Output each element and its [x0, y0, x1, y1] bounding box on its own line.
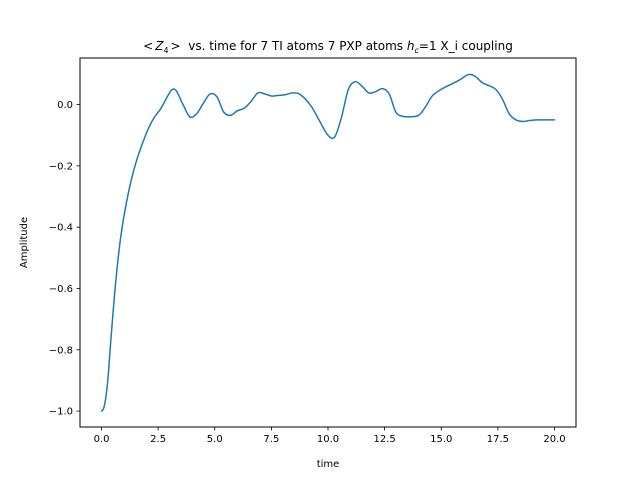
x-tick-label: 0.0	[94, 434, 110, 445]
plot-frame	[79, 57, 577, 428]
title-h-subscript: c	[414, 46, 419, 55]
y-tick-label: −0.4	[49, 223, 73, 234]
y-axis-ticks: −1.0 −0.8 −0.6 −0.4 −0.2 0.0	[49, 100, 80, 418]
x-tick-label: 12.5	[373, 434, 395, 445]
y-tick-label: −0.8	[49, 345, 73, 356]
series-line-0	[100, 73, 556, 412]
x-axis-ticks: 0.0 2.5 5.0 7.5 10.0 12.5 15.0 17.5 20.0	[94, 427, 566, 445]
title-open-bracket: <	[143, 39, 153, 53]
title-end-text: =1 X_i coupling	[419, 39, 513, 53]
y-axis-label: Amplitude	[19, 217, 30, 268]
title-z-subscript: 4	[163, 46, 168, 55]
x-axis-label: time	[317, 459, 340, 470]
x-tick-label: 5.0	[207, 434, 223, 445]
y-tick-label: −0.2	[49, 161, 73, 172]
title-h-symbol: h	[407, 39, 415, 53]
y-tick-label: −0.6	[49, 284, 73, 295]
title-z-symbol: Z	[154, 39, 164, 53]
x-tick-label: 2.5	[150, 434, 166, 445]
title-middle-text: vs. time for 7 TI atoms 7 PXP atoms	[181, 39, 407, 53]
y-tick-label: 0.0	[57, 100, 73, 111]
x-tick-label: 20.0	[543, 434, 565, 445]
chart-title: < Z4 > vs. time for 7 TI atoms 7 PXP atoms…	[143, 39, 513, 55]
title-close-bracket: >	[171, 39, 181, 53]
x-tick-label: 15.0	[430, 434, 452, 445]
plot-area	[80, 58, 576, 427]
y-tick-label: −1.0	[49, 407, 73, 418]
series-layer	[100, 73, 556, 412]
x-tick-label: 17.5	[487, 434, 509, 445]
x-tick-label: 10.0	[317, 434, 339, 445]
x-tick-label: 7.5	[263, 434, 279, 445]
